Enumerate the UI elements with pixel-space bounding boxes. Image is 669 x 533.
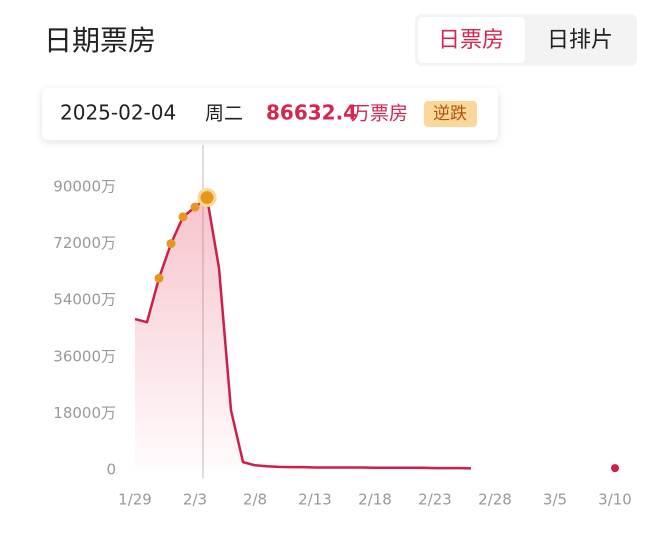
y-tick-label: 36000万 [53,347,116,365]
info-unit: 万票房 [351,103,408,125]
x-tick-label: 2/28 [478,491,512,509]
x-tick-label: 2/13 [298,491,332,509]
y-tick-label: 72000万 [53,234,116,252]
x-tick-label: 2/23 [418,491,452,509]
x-tick-label: 2/18 [358,491,392,509]
x-tick-label: 3/10 [598,491,632,509]
info-date: 2025-02-04 [60,101,176,125]
info-weekday: 周二 [205,103,243,125]
plot: 0 18000万 36000万 54000万 72000万 90000万 1/29 2/3 2/… [53,178,632,509]
point [611,464,619,473]
tab[interactable]: 日排片 [547,28,613,53]
line [134,196,472,470]
tab[interactable]: 日票房 [438,28,504,53]
trend-badge [424,101,477,127]
point [190,202,200,212]
info-card [42,88,498,140]
y-tick-label: 18000万 [53,404,116,422]
y-tick-label: 0 [106,461,116,479]
x-tick-label: 2/8 [243,491,267,509]
title: 日期票房 [44,24,156,57]
point [178,212,188,222]
point [154,273,164,283]
y-tick-label: 54000万 [53,291,116,309]
x-tick-label: 1/29 [118,491,152,509]
point [166,239,176,249]
y-tick-label: 90000万 [53,178,116,196]
area [135,197,471,470]
tab-active-bg [418,17,525,63]
x-tick-label: 2/3 [183,491,207,509]
info-value: 86632.4 [266,101,357,125]
selected-point [197,188,217,208]
x-tick-label: 3/5 [543,491,567,509]
trend-text: 逆跌 [433,104,467,124]
